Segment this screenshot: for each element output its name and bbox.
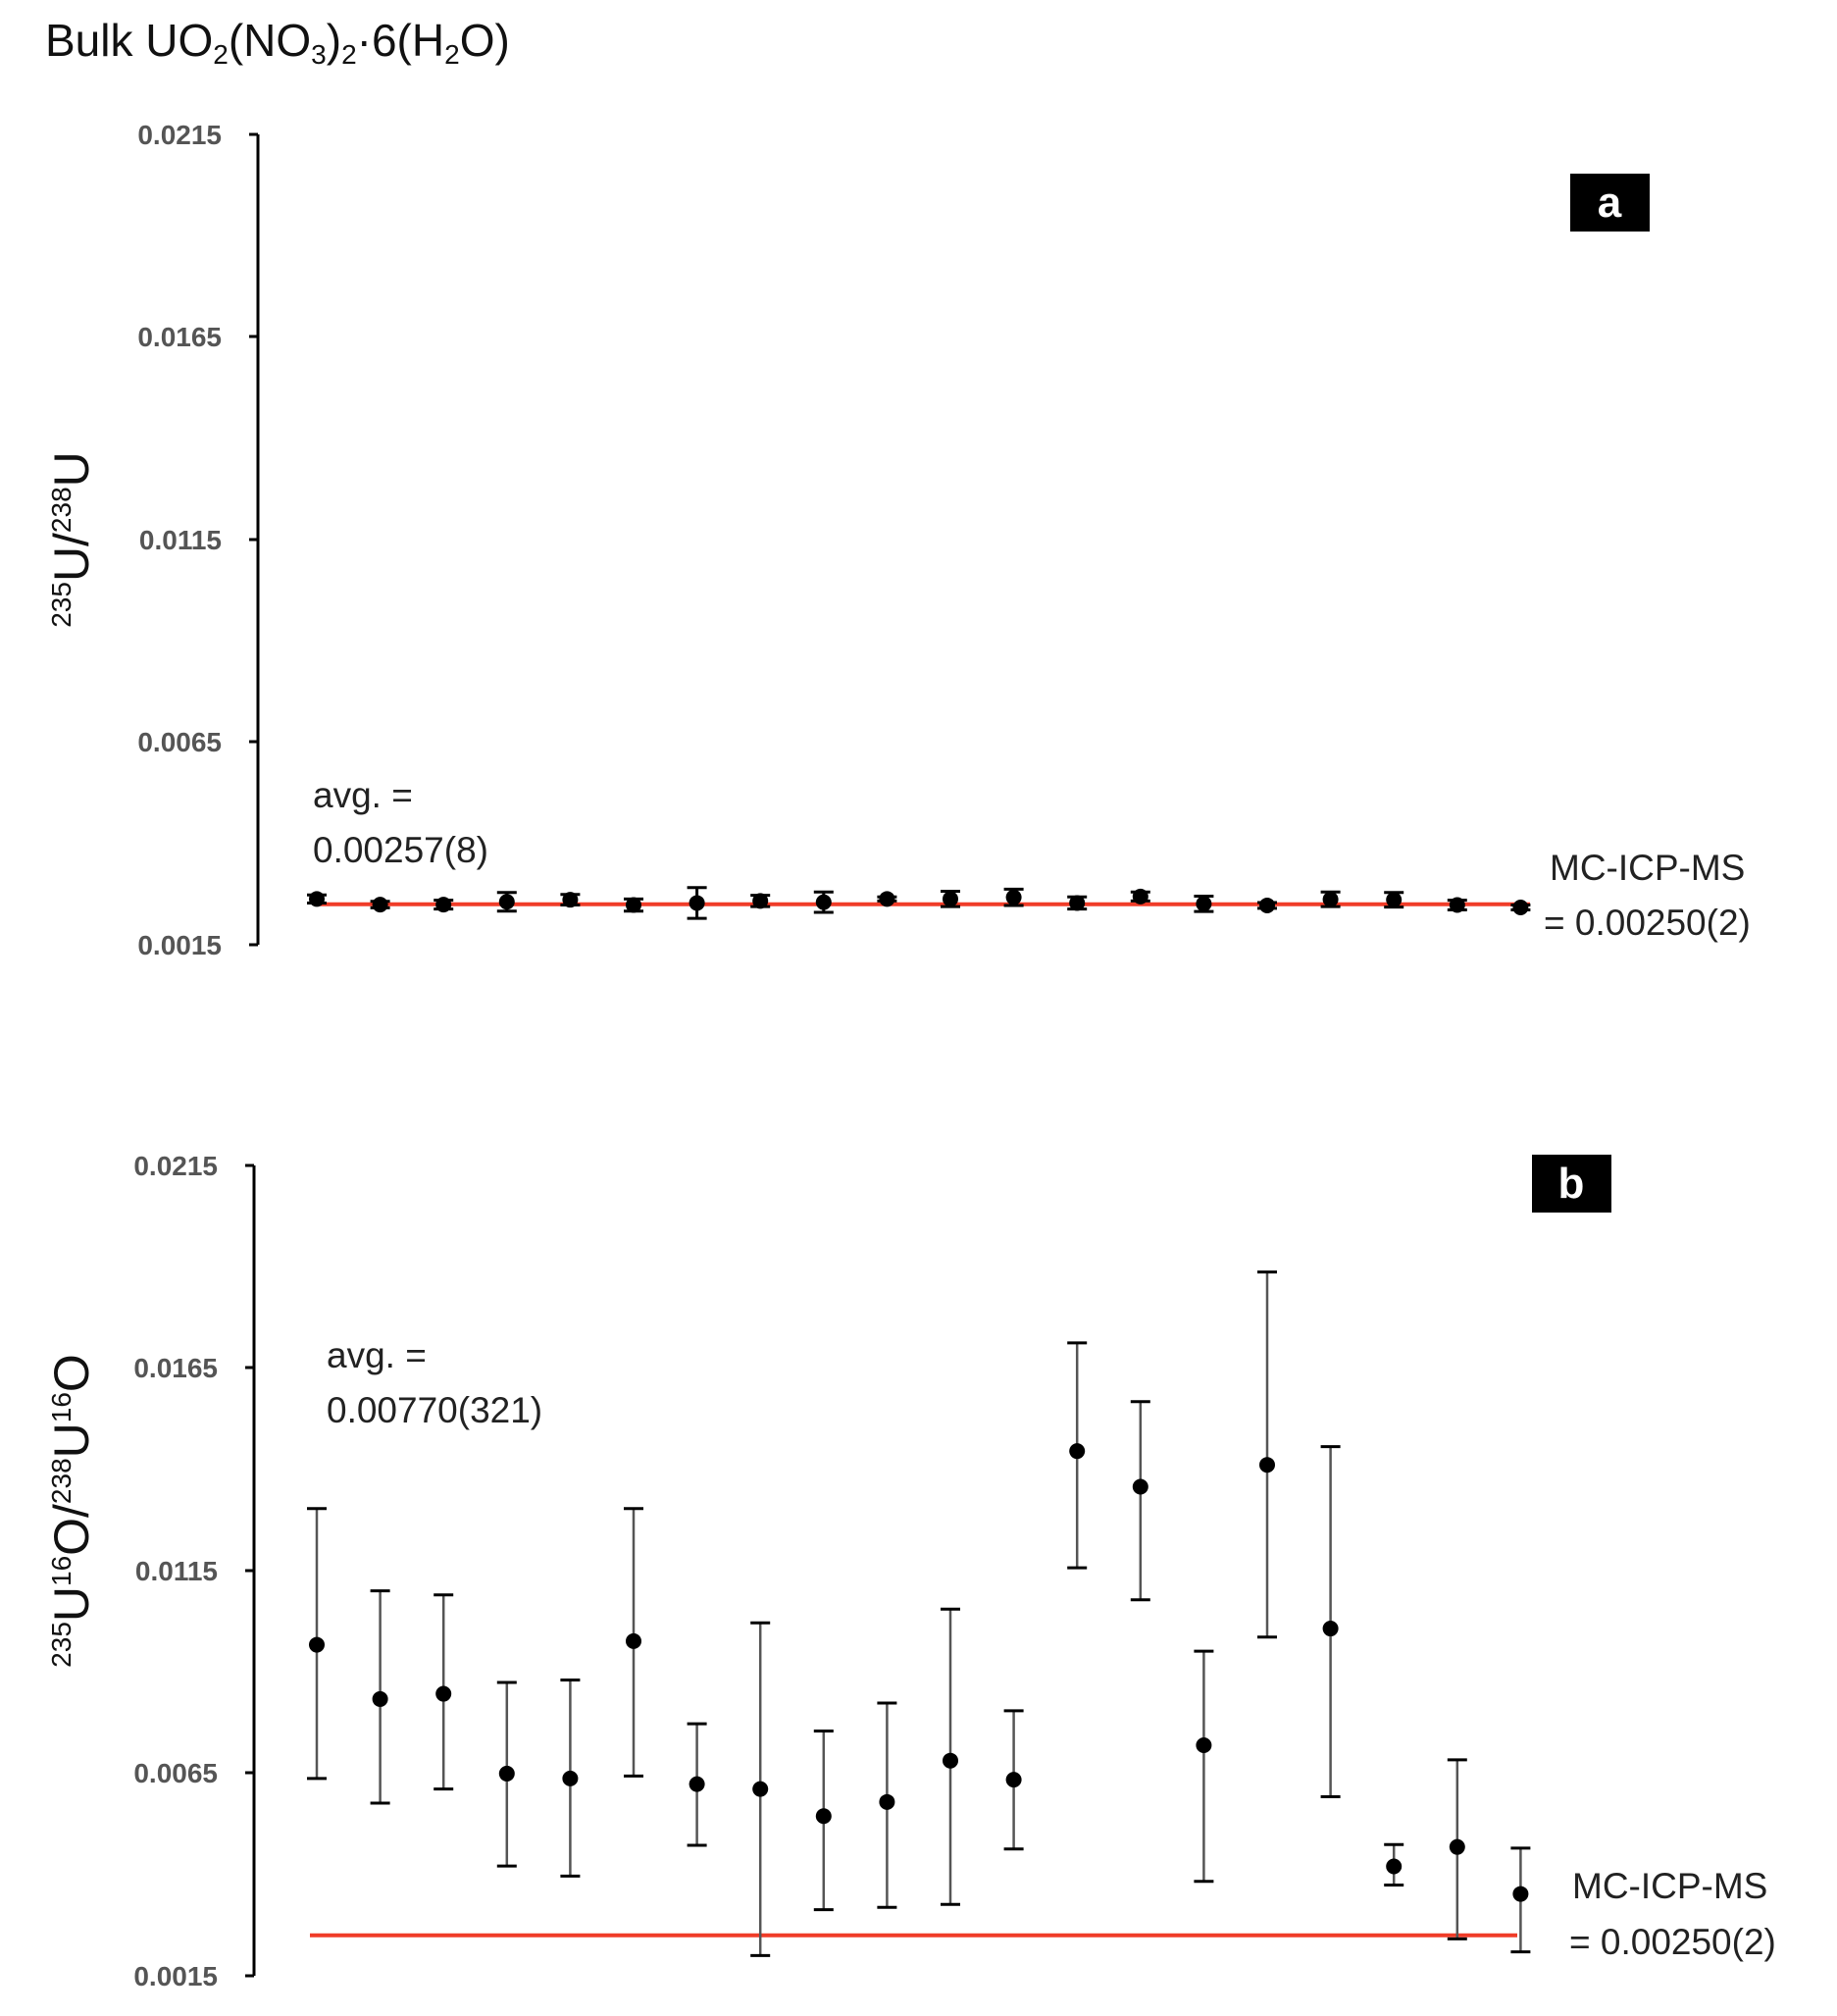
data-marks-a: [307, 886, 1531, 920]
panel-tag-label: a: [1598, 179, 1622, 227]
average-annotation-line2: 0.00257(8): [313, 830, 488, 870]
data-point: [1322, 891, 1339, 907]
y-tick-label: 0.0165: [137, 322, 222, 352]
data-point: [562, 892, 579, 908]
data-point: [1132, 1478, 1148, 1495]
reference-annotation-line1: MC-ICP-MS: [1550, 848, 1745, 888]
data-point: [1259, 897, 1275, 913]
data-point: [498, 1765, 515, 1782]
data-point: [309, 891, 325, 907]
data-point: [879, 891, 895, 907]
data-point: [1069, 895, 1086, 911]
y-tick-label: 0.0065: [133, 1758, 218, 1788]
data-point: [1069, 1443, 1086, 1460]
y-tick-label: 0.0065: [137, 727, 222, 757]
data-point: [815, 1808, 832, 1825]
data-point: [1196, 896, 1212, 912]
data-point: [1512, 1886, 1529, 1902]
reference-annotation-line1: MC-ICP-MS: [1572, 1866, 1767, 1906]
data-point: [435, 897, 452, 913]
data-point: [815, 894, 832, 910]
average-annotation-line2: 0.00770(321): [327, 1390, 542, 1430]
data-point: [943, 891, 958, 907]
panel-tag: [1570, 174, 1650, 232]
panel-tag-label: b: [1558, 1160, 1585, 1208]
y-tick-label: 0.0215: [133, 1151, 218, 1181]
data-point: [626, 897, 641, 913]
panel-tag: [1532, 1155, 1611, 1213]
data-point: [943, 1752, 958, 1769]
data-point: [1196, 1737, 1212, 1754]
y-tick-label: 0.0015: [133, 1961, 218, 1991]
data-point: [1005, 1772, 1022, 1788]
data-point: [562, 1770, 579, 1786]
data-point: [1132, 888, 1148, 905]
data-point: [1322, 1621, 1339, 1637]
y-tick-label: 0.0215: [137, 120, 222, 150]
y-axis-label: 235U16O/238U16O: [44, 1354, 99, 1668]
data-point: [372, 1690, 388, 1707]
data-point: [498, 894, 515, 910]
data-point: [1512, 900, 1529, 916]
data-point: [435, 1685, 452, 1702]
chart-panel-b: 0.0215 0.0165 0.0115 0.0065 0.0015 235U1…: [44, 1151, 1776, 1991]
data-point: [1386, 892, 1403, 908]
chart-panel-a: 0.0215 0.0165 0.0115 0.0065 0.0015 235U/…: [44, 120, 1751, 960]
y-tick-label: 0.0015: [137, 930, 222, 960]
data-point: [1259, 1457, 1275, 1473]
reference-annotation-line2: = 0.00250(2): [1544, 903, 1751, 943]
data-point: [879, 1793, 895, 1810]
data-point: [1449, 1838, 1465, 1855]
figure-title: Bulk UO2(NO3)2·6(H2O): [45, 15, 510, 70]
y-tick-label: 0.0115: [139, 525, 222, 555]
data-point: [752, 1781, 769, 1797]
data-point: [752, 893, 769, 909]
data-point: [689, 895, 705, 911]
data-point: [689, 1776, 705, 1792]
data-point: [626, 1632, 641, 1649]
y-axis-label: 235U/238U: [44, 451, 99, 628]
data-point: [372, 897, 388, 913]
reference-annotation-line2: = 0.00250(2): [1569, 1922, 1776, 1962]
average-annotation-line1: avg. =: [313, 775, 413, 815]
data-point: [1386, 1858, 1403, 1875]
data-point: [1449, 897, 1465, 913]
data-point: [1005, 889, 1022, 905]
y-tick-label: 0.0115: [135, 1556, 218, 1586]
data-marks-b: [307, 1270, 1531, 1957]
data-point: [309, 1636, 325, 1653]
average-annotation-line1: avg. =: [327, 1335, 427, 1375]
y-tick-label: 0.0165: [133, 1353, 218, 1383]
